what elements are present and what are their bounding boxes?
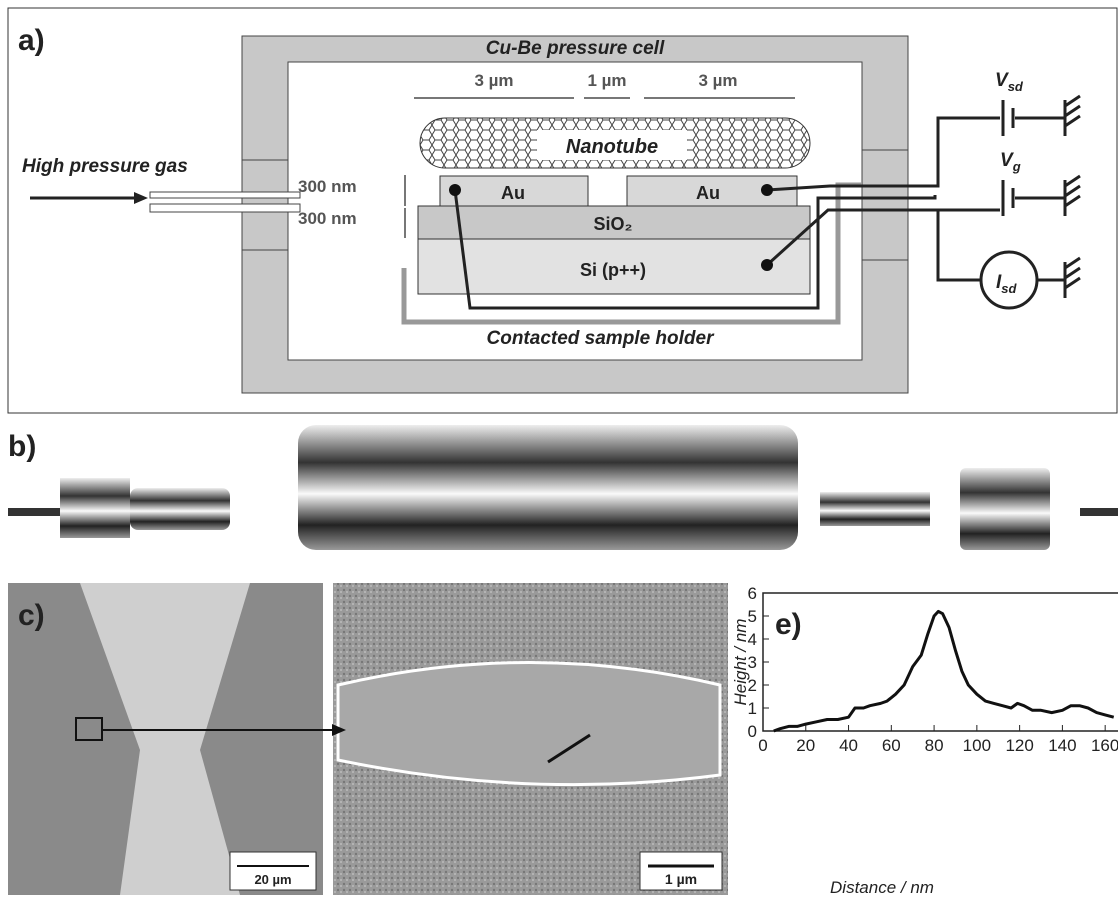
contact — [449, 184, 461, 196]
dimension: 1 µm — [587, 71, 626, 90]
nanotube-label: Nanotube — [566, 136, 658, 158]
silicon-label: Si (p++) — [580, 260, 646, 280]
x-tick-label: 160 — [1091, 736, 1118, 755]
arrow-head — [134, 192, 148, 204]
x-tick-label: 0 — [758, 736, 767, 755]
gas-tube — [150, 204, 300, 212]
holder-label: Contacted sample holder — [487, 328, 716, 349]
x-axis-label: Distance / nm — [830, 878, 934, 897]
x-tick-label: 40 — [839, 736, 858, 755]
electrode-label: Au — [696, 183, 720, 203]
scalebar-label: 20 µm — [254, 872, 291, 887]
x-tick-label: 100 — [963, 736, 991, 755]
afm-flake — [338, 663, 720, 785]
contact — [761, 259, 773, 271]
gas-tube — [150, 192, 300, 198]
oxide-label: SiO₂ — [593, 214, 632, 234]
x-tick-label: 20 — [796, 736, 815, 755]
photo-part — [960, 468, 1050, 550]
x-tick-label: 80 — [925, 736, 944, 755]
panel-label: a) — [18, 24, 45, 57]
photo-part — [130, 488, 230, 530]
subscript: g — [1012, 159, 1021, 174]
x-tick-label: 140 — [1048, 736, 1076, 755]
gas-label: High pressure gas — [22, 156, 188, 177]
cell-label: Cu-Be pressure cell — [486, 38, 665, 59]
source-label: Vg — [1000, 150, 1021, 174]
photo-part — [820, 492, 930, 526]
source-label: Vsd — [995, 70, 1024, 94]
y-tick-label: 6 — [748, 584, 757, 603]
thickness: 300 nm — [298, 177, 357, 196]
x-tick-label: 60 — [882, 736, 901, 755]
subscript: sd — [1001, 281, 1017, 296]
data-line — [774, 611, 1114, 731]
x-tick-label: 120 — [1005, 736, 1033, 755]
contact — [761, 184, 773, 196]
y-axis-label: Height / nm — [731, 619, 750, 706]
thickness: 300 nm — [298, 209, 357, 228]
photo-part — [60, 478, 130, 538]
scalebar-label: 1 µm — [665, 871, 697, 887]
panel-label: c) — [18, 599, 45, 632]
dimension: 3 µm — [698, 71, 737, 90]
figure: a) Cu-Be pressure cell High pressure gas… — [0, 0, 1118, 900]
dimension: 3 µm — [474, 71, 513, 90]
seal — [862, 150, 908, 260]
y-tick-label: 0 — [748, 722, 757, 741]
panel-label: e) — [775, 608, 802, 641]
electrode-label: Au — [501, 183, 525, 203]
panel-label: b) — [8, 430, 36, 463]
photo-cylinder — [298, 425, 798, 550]
subscript: sd — [1008, 79, 1024, 94]
page: a) Cu-Be pressure cell High pressure gas… — [0, 0, 1118, 900]
